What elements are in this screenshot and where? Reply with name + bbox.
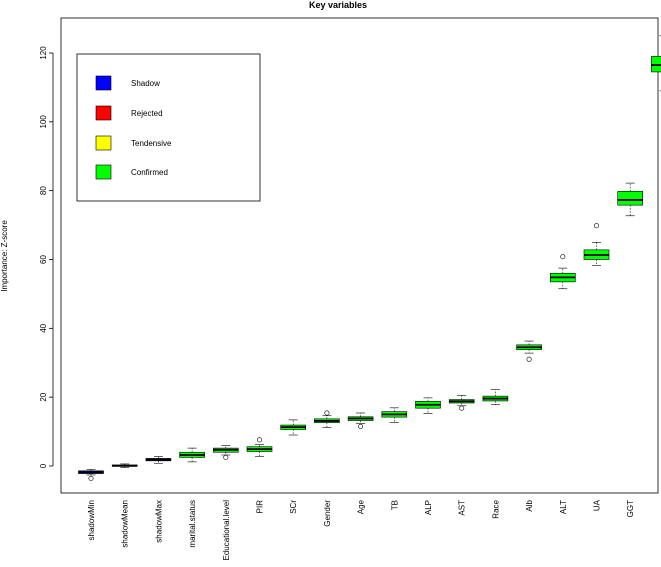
y-axis: 0 20 40 60 80 100 120 bbox=[39, 46, 54, 468]
chart-title: Key variables bbox=[309, 0, 367, 10]
x-tick-label: ALP bbox=[424, 500, 433, 515]
legend-label: Shadow bbox=[131, 79, 160, 88]
box-Age bbox=[347, 412, 374, 429]
box-Alb bbox=[516, 340, 542, 362]
x-tick-label: GGT bbox=[626, 500, 635, 517]
outlier-point bbox=[358, 423, 364, 429]
box-marital.status bbox=[179, 447, 205, 463]
plot-frame bbox=[60, 17, 659, 494]
x-tick-label: marital.status bbox=[188, 500, 197, 548]
x-tick-label: SCr bbox=[289, 500, 298, 514]
boxes bbox=[78, 35, 661, 481]
y-tick-label: 40 bbox=[39, 323, 48, 332]
x-tick-label: shadowMin bbox=[87, 500, 96, 540]
box-ALT bbox=[549, 254, 576, 290]
x-tick-label: TB bbox=[390, 500, 399, 510]
legend-swatch bbox=[95, 75, 112, 91]
outlier-point bbox=[560, 254, 566, 260]
legend-label: Tendensive bbox=[131, 139, 172, 148]
box-ALP bbox=[415, 397, 441, 414]
box-body bbox=[617, 191, 644, 206]
x-tick-label: LC9 bbox=[660, 499, 661, 514]
y-tick-label: 100 bbox=[39, 115, 48, 129]
box-AST bbox=[448, 395, 475, 411]
y-axis-label: Importance: Z-score bbox=[0, 220, 9, 292]
box-shadowMin bbox=[78, 469, 104, 481]
legend-label: Confirmed bbox=[131, 168, 168, 177]
x-tick-label: ALT bbox=[559, 500, 568, 514]
x-tick-label: UA bbox=[593, 499, 602, 511]
legend: Shadow Rejected Tendensive Confirmed bbox=[76, 53, 261, 202]
box-Race bbox=[482, 389, 509, 406]
y-tick-label: 120 bbox=[39, 46, 48, 60]
outlier-point bbox=[526, 356, 532, 362]
box-Gender bbox=[314, 410, 340, 428]
x-tick-label: PIR bbox=[256, 500, 265, 514]
y-tick-label: 20 bbox=[39, 392, 48, 401]
box-PIR bbox=[246, 437, 273, 457]
box-GGT bbox=[617, 182, 644, 217]
x-tick-label: Gender bbox=[323, 500, 332, 527]
x-tick-label: AST bbox=[458, 500, 467, 516]
box-SCr bbox=[280, 419, 307, 436]
x-tick-label: Age bbox=[357, 499, 366, 514]
legend-item-rejected: Rejected bbox=[95, 105, 163, 121]
box-Educational.level bbox=[213, 445, 239, 460]
legend-item-confirmed: Confirmed bbox=[95, 164, 168, 180]
legend-label: Rejected bbox=[131, 109, 163, 118]
outlier-point bbox=[324, 410, 330, 416]
legend-swatch bbox=[95, 105, 112, 121]
outlier-point bbox=[459, 405, 465, 411]
outlier-point bbox=[223, 454, 229, 460]
x-axis-tick-labels: shadowMin shadowMean shadowMax marital.stat… bbox=[87, 499, 661, 560]
outlier-point bbox=[88, 475, 94, 481]
x-tick-label: shadowMax bbox=[154, 500, 163, 543]
box-LC9 bbox=[651, 35, 661, 92]
box-shadowMax bbox=[145, 456, 172, 464]
y-tick-label: 80 bbox=[39, 186, 48, 195]
outlier-point bbox=[256, 437, 262, 443]
box-shadowMean bbox=[111, 463, 138, 468]
x-tick-label: shadowMean bbox=[121, 500, 130, 548]
x-tick-label: Race bbox=[491, 499, 500, 518]
box-TB bbox=[381, 407, 408, 423]
box-UA bbox=[583, 223, 610, 266]
x-tick-label: Educational.level bbox=[222, 500, 231, 561]
outlier-point bbox=[593, 223, 599, 229]
x-tick-label: Alb bbox=[525, 499, 534, 511]
legend-item-tendensive: Tendensive bbox=[95, 135, 172, 151]
y-tick-label: 60 bbox=[39, 255, 48, 264]
legend-swatch bbox=[95, 164, 112, 180]
legend-item-shadow: Shadow bbox=[95, 75, 160, 91]
y-tick-label: 0 bbox=[39, 463, 48, 468]
legend-swatch bbox=[95, 135, 112, 151]
